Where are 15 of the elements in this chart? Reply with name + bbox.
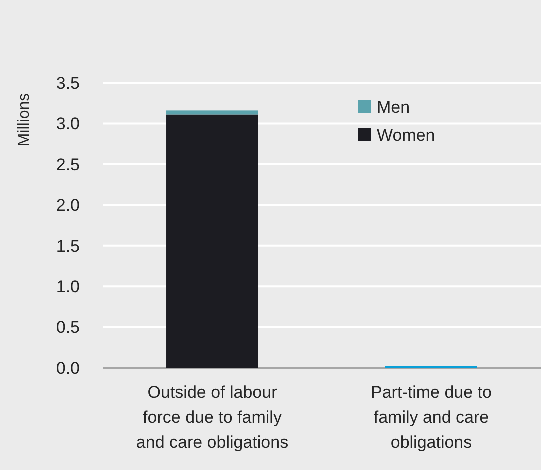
- legend-label: Women: [377, 126, 436, 145]
- y-axis-title: Millions: [16, 93, 33, 147]
- bar: [166, 110, 258, 115]
- y-tick-label: 1.0: [56, 278, 80, 297]
- y-tick-label: 2.0: [56, 196, 80, 216]
- bar: [166, 114, 258, 368]
- legend-label: Men: [377, 98, 410, 117]
- x-tick-label: Part-time due to family and care obligations: [371, 383, 492, 452]
- y-tick-label: 1.5: [56, 236, 80, 256]
- y-tick-label: 0.5: [56, 318, 80, 338]
- x-tick-label: Outside of labour force due to family and care obligations: [136, 383, 289, 452]
- y-tick-label: 3.0: [56, 114, 80, 134]
- y-tick-label: 2.5: [56, 155, 80, 174]
- y-tick-label: 0.0: [56, 358, 80, 378]
- y-tick-label: 3.5: [56, 74, 80, 93]
